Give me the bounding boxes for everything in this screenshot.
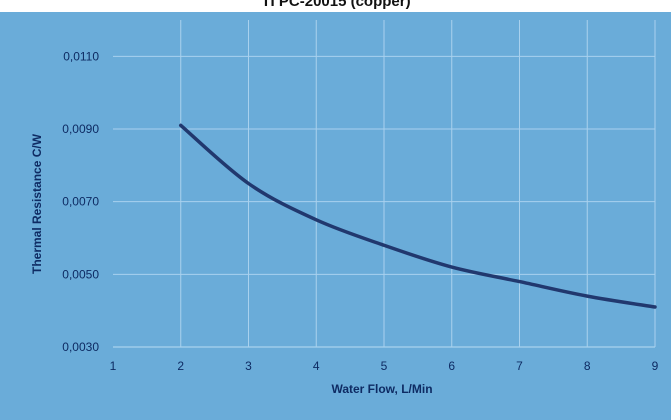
y-tick-label: 0,0050 xyxy=(62,267,99,281)
x-tick-label: 3 xyxy=(245,359,252,373)
y-tick-label: 0,0030 xyxy=(62,340,99,354)
x-tick-label: 7 xyxy=(516,359,523,373)
gridlines xyxy=(113,20,656,348)
x-tick-label: 6 xyxy=(448,359,455,373)
x-tick-label: 9 xyxy=(652,359,659,373)
chart-area-background xyxy=(0,12,671,420)
chart-title: TI PC-20015 (copper) xyxy=(261,0,410,10)
x-tick-label: 4 xyxy=(313,359,320,373)
x-axis-label: Water Flow, L/Min xyxy=(331,382,432,396)
x-tick-label: 8 xyxy=(584,359,591,373)
y-axis-ticks: 0,0030 0,0050 0,0070 0,0090 0,0110 xyxy=(62,49,99,354)
y-tick-label: 0,0110 xyxy=(63,49,99,63)
y-tick-label: 0,0070 xyxy=(62,195,99,209)
x-axis-ticks: 1 2 3 4 5 6 7 8 9 xyxy=(110,359,659,373)
x-tick-label: 2 xyxy=(177,359,184,373)
series-line xyxy=(179,123,657,309)
y-tick-label: 0,0090 xyxy=(62,122,99,136)
x-tick-label: 1 xyxy=(110,359,117,373)
series-group xyxy=(179,123,657,309)
y-axis-label: Thermal Resistance C/W xyxy=(30,133,44,274)
x-tick-label: 5 xyxy=(381,359,388,373)
